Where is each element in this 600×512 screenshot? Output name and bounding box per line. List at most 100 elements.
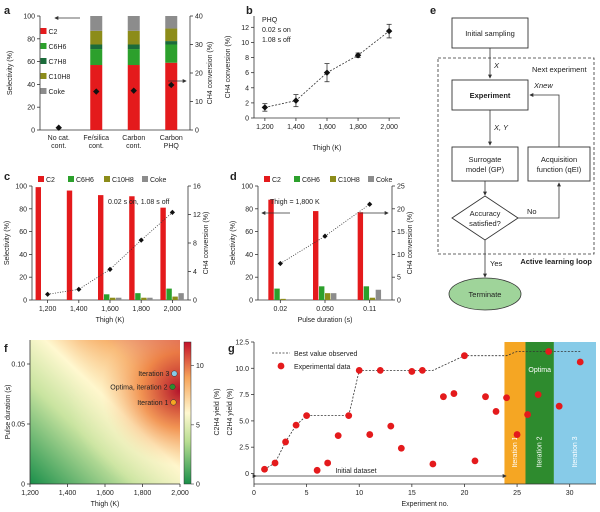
panel-a-category-label: PHQ: [164, 143, 180, 150]
panel-d-bar-c6h6: [363, 286, 370, 300]
panel-d-ytick-label: 0: [249, 298, 253, 305]
heatmap-point: [169, 383, 176, 390]
panel-g-ytick-label: 2.5: [239, 445, 249, 452]
experiment-point: [492, 408, 500, 415]
panel-d-ytick-label: 100: [241, 184, 253, 191]
panel-a-bar-c6h6: [127, 49, 140, 66]
experiment-point: [503, 394, 510, 402]
flow-node-acquisition-text-1: Acquisition: [541, 155, 577, 164]
panel-a-category-label: cont.: [51, 143, 66, 150]
panel-b-xtick-label: 1,800: [349, 124, 367, 131]
legend-best-value-text: Best value observed: [294, 351, 358, 358]
panel-d-y2label: CH4 conversion (%): [407, 212, 414, 275]
panel-d-conversion-point: [367, 201, 373, 207]
heatmap-point: [171, 370, 178, 377]
experiment-point: [366, 431, 374, 438]
panel-b-ytick-label: 2: [245, 100, 249, 107]
iteration-region-label: Iteration 1: [512, 436, 519, 467]
panel-c-conversion-point: [76, 286, 82, 292]
flow-node-surrogate-text-1: Surrogate: [469, 155, 502, 164]
panel-a-ytick-label: 20: [27, 105, 35, 112]
panel-a-bar-c7h8: [127, 44, 140, 50]
flow-edge-decision-no: [518, 182, 561, 219]
panel-b-point: [261, 104, 269, 111]
experiment-point: [482, 393, 489, 401]
panel-c-y2tick-label: 4: [193, 269, 197, 276]
panel-c-conversion-point: [169, 209, 175, 215]
panel-c-bar-c2: [98, 195, 104, 300]
panel-a-bar-c10h8: [165, 28, 178, 42]
panel-a-ytick-label: 0: [31, 128, 35, 135]
panel-a-legend-swatch: [40, 28, 47, 34]
experiment-point: [534, 391, 542, 398]
panel-b-point: [323, 69, 331, 76]
panel-c-bar-c2: [160, 207, 166, 300]
panel-f-xtick-label: 2,000: [171, 490, 189, 497]
panel-g-ylabel: C2H4 yield (%): [227, 388, 234, 435]
panel-g-xtick-label: 25: [513, 490, 521, 497]
experiment-point: [376, 367, 384, 374]
panel-a-category-label: Fe/silica: [83, 135, 109, 142]
experiment-point: [292, 421, 300, 429]
panel-a-legend-swatch: [40, 43, 47, 49]
experiment-point: [355, 367, 363, 374]
panel-c-bar-chart: c 0 20 40 60 80 100 0 4 8 12 16 1,200 1,400 1,600 1,…: [4, 171, 210, 324]
panel-g-scatter-chart: g Iteration 1 Iteration 2 Iteration 3 Optim…: [227, 340, 596, 508]
experiment-point: [271, 459, 279, 467]
experiment-point: [450, 390, 458, 397]
experiment-point: [429, 460, 437, 468]
panel-b-xtick-label: 2,000: [380, 124, 398, 131]
panel-c-bar-c2: [129, 196, 135, 300]
flow-node-decision-text-1: Accuracy: [470, 209, 501, 218]
panel-b-line-chart: b 0 2 4 6 8 10 12 1,200 1,400 1,600 1,800 2,000 PH…: [225, 5, 400, 152]
panel-c-y2tick-label: 0: [193, 298, 197, 305]
heatmap-point-label: Iteration 3: [138, 371, 169, 378]
panel-g-xtick-label: 20: [461, 490, 469, 497]
active-learning-loop-box: [437, 57, 595, 255]
legend-experimental-data-text: Experimental data: [294, 364, 351, 371]
flow-edge-no-label: No: [527, 207, 537, 216]
panel-a-label: a: [4, 5, 11, 17]
panel-a-bar-coke: [165, 16, 178, 29]
panel-d-xtick-label: 0.11: [363, 306, 376, 313]
panel-d-bar-coke: [375, 289, 382, 300]
panel-a-bar-coke: [127, 16, 140, 31]
panel-e-label: e: [430, 5, 436, 17]
panel-b-point: [385, 27, 393, 35]
experiment-point: [282, 438, 289, 446]
panel-a-bar-c10h8: [90, 30, 103, 45]
panel-a-y2tick-label: 20: [195, 71, 203, 78]
panel-d-legend-label: C10H8: [338, 177, 360, 184]
experiment-point: [408, 368, 416, 375]
panel-c-legend-label: C2: [46, 177, 55, 184]
panel-b-annotation-3: 1.08 s off: [262, 37, 291, 44]
panel-b-ytick-label: 12: [241, 25, 249, 32]
flow-node-experiment-text: Experiment: [470, 91, 511, 100]
panel-d-bar-coke: [331, 293, 337, 300]
panel-a-y2tick-label: 10: [195, 99, 203, 106]
heatmap-point-label: Iteration 1: [137, 400, 168, 407]
panel-d-bar-c10h8: [280, 298, 286, 300]
panel-b-xlabel: Thigh (K): [313, 145, 342, 152]
panel-d-xtick-label: 0.02: [274, 306, 288, 313]
panel-a-conversion-point: [168, 81, 175, 89]
flow-node-surrogate: [451, 146, 519, 182]
experiment-point: [545, 348, 553, 355]
panel-a-bar-c2: [90, 65, 103, 130]
flow-node-acquisition-text-2: function (qEI): [537, 165, 582, 174]
panel-c-bar-c2: [35, 187, 41, 300]
panel-d-legend-label: C2: [272, 177, 281, 184]
flow-edge-xy-label: X, Y: [493, 123, 509, 132]
panel-g-ytick-label: 10.0: [235, 366, 249, 373]
panel-a-bar-c10h8: [127, 30, 140, 45]
colorbar: [183, 341, 192, 485]
experiment-point: [471, 457, 479, 465]
panel-d-ytick-label: 20: [245, 275, 253, 282]
flow-edge-yes-label: Yes: [490, 259, 502, 268]
panel-c-legend-swatch: [142, 176, 148, 182]
panel-c-conversion-point: [45, 291, 51, 297]
panel-d-legend-swatch: [330, 176, 336, 182]
flow-node-terminate: [448, 277, 522, 311]
panel-a-conversion-point: [130, 87, 137, 94]
